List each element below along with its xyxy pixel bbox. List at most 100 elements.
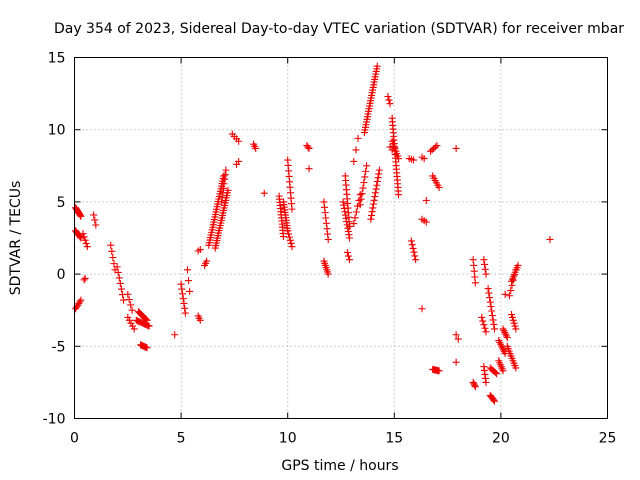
y-axis-label: SDTVAR / TECUs bbox=[8, 181, 24, 296]
data-point bbox=[373, 181, 381, 189]
data-point bbox=[367, 215, 375, 223]
data-point bbox=[341, 208, 349, 216]
data-point bbox=[142, 315, 150, 323]
data-point bbox=[224, 186, 232, 194]
data-point bbox=[346, 222, 354, 230]
x-tick-label: 20 bbox=[492, 431, 510, 447]
data-point bbox=[203, 257, 211, 265]
data-point bbox=[130, 325, 138, 333]
data-point bbox=[370, 196, 378, 204]
data-point bbox=[511, 322, 519, 330]
data-point bbox=[452, 331, 460, 339]
x-tick-label: 5 bbox=[177, 431, 186, 447]
data-point bbox=[486, 294, 494, 302]
data-point bbox=[117, 285, 125, 293]
data-point bbox=[322, 214, 330, 222]
data-point bbox=[145, 322, 153, 330]
data-point bbox=[427, 147, 435, 155]
data-point bbox=[478, 313, 486, 321]
data-point bbox=[452, 144, 460, 152]
data-point bbox=[143, 316, 151, 324]
data-point bbox=[395, 191, 403, 199]
data-point bbox=[471, 383, 479, 391]
data-point bbox=[279, 233, 287, 241]
data-point bbox=[368, 208, 376, 216]
data-point bbox=[346, 256, 354, 264]
data-point bbox=[143, 344, 151, 352]
x-tick-label: 15 bbox=[385, 431, 403, 447]
data-point bbox=[354, 134, 362, 142]
chart-title: Day 354 of 2023, Sidereal Day-to-day VTE… bbox=[54, 21, 624, 37]
data-point bbox=[350, 220, 358, 228]
data-point bbox=[480, 256, 488, 264]
data-point bbox=[501, 328, 509, 336]
data-point bbox=[252, 144, 260, 152]
data-point bbox=[481, 324, 489, 332]
data-point bbox=[428, 146, 436, 154]
data-point bbox=[512, 266, 520, 274]
data-point bbox=[179, 290, 187, 298]
data-point bbox=[340, 201, 348, 209]
data-point bbox=[500, 327, 508, 335]
grid-lines bbox=[74, 57, 608, 419]
data-point bbox=[489, 316, 497, 324]
data-point bbox=[324, 270, 332, 278]
data-point bbox=[493, 370, 501, 378]
data-point bbox=[491, 325, 499, 333]
data-point bbox=[501, 290, 509, 298]
y-tick-label: 15 bbox=[48, 51, 66, 67]
data-point bbox=[435, 367, 443, 375]
data-point bbox=[108, 247, 116, 255]
data-point bbox=[350, 157, 358, 165]
data-point bbox=[125, 296, 133, 304]
data-point bbox=[356, 191, 364, 199]
data-point bbox=[80, 276, 88, 284]
data-point bbox=[288, 243, 296, 251]
data-point bbox=[321, 209, 329, 217]
data-point bbox=[171, 331, 179, 339]
data-point bbox=[79, 230, 87, 238]
data-point bbox=[220, 180, 228, 188]
data-point bbox=[452, 358, 460, 366]
data-point bbox=[482, 378, 490, 386]
data-point bbox=[385, 96, 393, 104]
data-point bbox=[360, 179, 368, 187]
data-point bbox=[408, 241, 416, 249]
data-point bbox=[509, 316, 517, 324]
data-point bbox=[508, 281, 516, 289]
data-point bbox=[507, 287, 515, 295]
y-tick-label: 10 bbox=[48, 123, 66, 139]
data-point bbox=[110, 260, 118, 268]
data-point bbox=[196, 246, 204, 254]
data-point bbox=[431, 143, 439, 151]
data-point bbox=[221, 171, 229, 179]
data-point bbox=[125, 316, 133, 324]
data-point bbox=[116, 279, 124, 287]
data-point bbox=[454, 335, 462, 343]
data-point bbox=[91, 216, 99, 224]
x-tick-label: 25 bbox=[599, 431, 617, 447]
data-point bbox=[469, 378, 477, 386]
data-point bbox=[485, 289, 493, 297]
y-tick-labels: -10 -5 0 5 10 15 bbox=[43, 51, 66, 428]
data-point bbox=[490, 396, 498, 404]
data-point bbox=[180, 299, 188, 307]
data-point bbox=[511, 271, 519, 279]
x-axis-label: GPS time / hours bbox=[281, 458, 398, 474]
data-point bbox=[371, 193, 379, 201]
data-point bbox=[220, 172, 228, 180]
data-point bbox=[471, 279, 479, 287]
data-point bbox=[235, 157, 243, 165]
data-point bbox=[512, 325, 520, 333]
data-point bbox=[90, 211, 98, 219]
data-point bbox=[219, 189, 227, 197]
data-point bbox=[285, 230, 293, 238]
plot-frame bbox=[74, 57, 608, 419]
data-point bbox=[422, 218, 430, 226]
data-point bbox=[435, 183, 443, 191]
data-points bbox=[72, 62, 554, 405]
data-point bbox=[127, 301, 135, 309]
data-point bbox=[115, 274, 123, 282]
data-point bbox=[374, 174, 382, 182]
